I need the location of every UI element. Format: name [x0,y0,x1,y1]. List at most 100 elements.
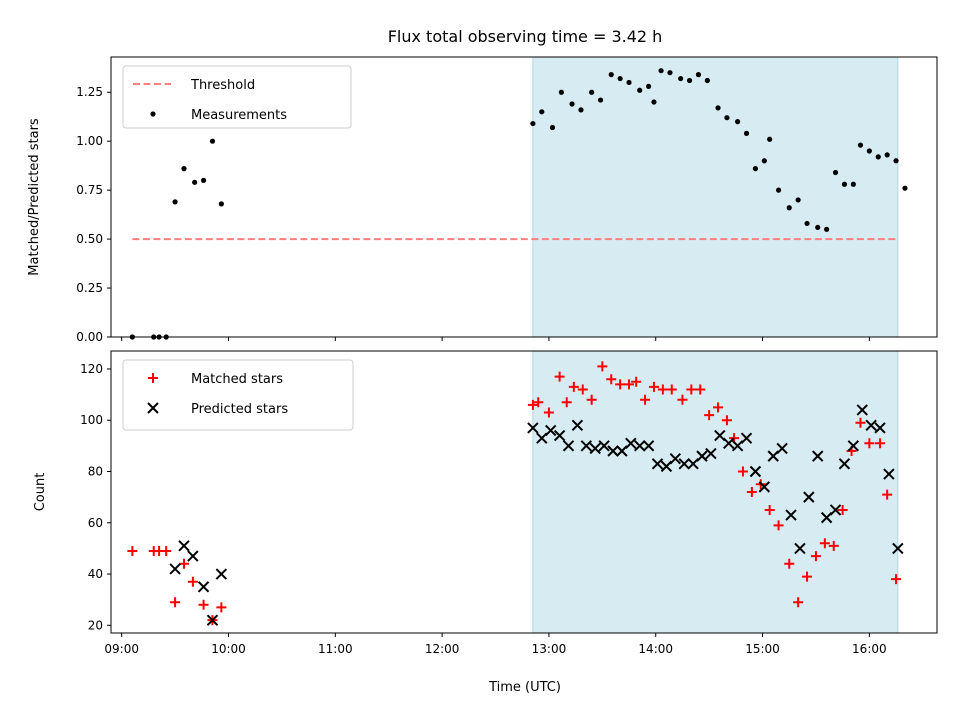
data-point [824,226,830,232]
data-point [865,419,877,432]
data-point [810,551,821,562]
data-point [127,545,138,556]
data-point [539,109,545,115]
data-point [704,410,715,421]
data-point [841,181,848,187]
data-point [215,568,228,580]
data-point [192,179,198,185]
data-point [571,419,584,432]
data-point [785,509,797,521]
data-point [580,440,593,452]
data-point [561,397,572,408]
data-point [695,72,702,78]
legend-swatch [147,402,159,414]
legend-swatch [148,373,158,383]
data-point [178,558,189,569]
data-point [721,415,732,426]
data-point [187,550,199,562]
legend: Matched stars Predicted stars [122,359,354,431]
data-point [686,384,697,395]
y-tick-label: 0.00 [76,330,103,344]
data-point [793,597,804,608]
data-point [749,465,762,478]
data-point [723,437,735,449]
data-point [695,384,706,395]
data-point [589,89,595,95]
data-point [812,450,824,462]
data-point [804,220,810,227]
y-tick-label: 20 [88,618,103,632]
data-point [794,542,806,555]
data-point [746,487,757,497]
data-point [181,166,187,172]
data-point [875,438,886,449]
data-point [549,124,556,131]
data-point [172,199,178,205]
x-tick-label: 13:00 [532,642,567,656]
data-point [866,148,872,154]
data-point [892,542,904,555]
data-point [648,381,659,392]
data-point [696,450,708,462]
data-point [562,440,575,452]
data-point [902,185,908,191]
data-point [832,169,839,176]
data-point [847,440,860,452]
data-point [606,374,617,385]
data-point [678,75,684,82]
legend-label: Threshold [190,78,255,93]
y-tick-label: 60 [88,516,103,530]
data-point [209,138,216,144]
x-tick-label: 09:00 [104,642,139,656]
data-point [615,379,626,390]
data-point [882,489,893,500]
data-point [786,205,792,211]
top-ylabel: Matched/Predicted stars [27,118,42,276]
data-point [543,407,554,418]
data-point [678,458,690,470]
data-point [161,545,172,556]
data-point [544,424,557,437]
y-tick-label: 80 [88,464,103,478]
data-point [773,520,784,531]
data-point [715,105,721,111]
legend-label: Predicted stars [191,402,288,417]
data-point [578,107,584,113]
data-point [856,404,868,416]
data-point [197,581,210,593]
data-point [884,152,890,158]
x-tick-label: 15:00 [745,642,780,656]
data-point [617,75,623,82]
data-point [651,99,657,105]
data-point [735,119,741,125]
data-point [178,540,190,552]
data-point [864,438,875,449]
data-point [776,442,788,455]
data-point [784,558,795,569]
data-point [216,602,227,613]
data-point [775,187,782,193]
data-point [533,397,544,408]
y-tick-label: 0.25 [76,281,103,295]
data-point [598,440,610,452]
data-point [589,442,601,455]
data-point [752,166,759,172]
data-point [758,481,771,493]
x-tick-label: 14:00 [638,642,673,656]
data-point [637,87,643,93]
x-tick-label: 16:00 [852,642,887,656]
data-point [829,504,842,516]
data-point [883,468,895,480]
x-tick-label: 10:00 [211,642,246,656]
data-point [677,394,688,405]
x-tick-label: 11:00 [318,642,353,656]
data-point [893,158,899,164]
data-point [857,142,864,148]
x-tick-label: 12:00 [425,642,460,656]
highlight-span [532,56,899,338]
data-point [737,466,748,477]
data-point [206,614,219,626]
y-tick-label: 100 [80,413,103,427]
data-point [577,384,588,395]
